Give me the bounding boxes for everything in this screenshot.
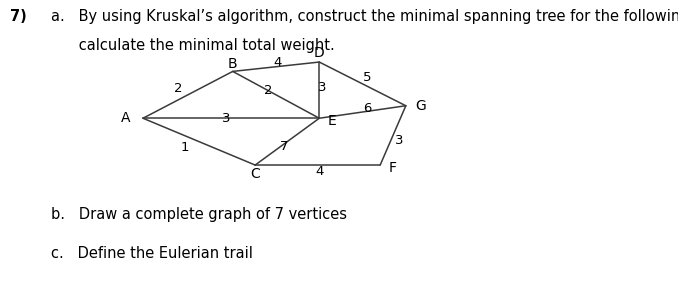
Text: A: A — [121, 111, 130, 125]
Text: b.   Draw a complete graph of 7 vertices: b. Draw a complete graph of 7 vertices — [51, 207, 347, 222]
Text: 2: 2 — [174, 82, 182, 95]
Text: 2: 2 — [264, 84, 273, 97]
Text: 7: 7 — [280, 140, 288, 153]
Text: C: C — [250, 167, 260, 181]
Text: B: B — [228, 57, 237, 71]
Text: 4: 4 — [273, 56, 282, 69]
Text: G: G — [415, 99, 426, 113]
Text: c.   Define the Eulerian trail: c. Define the Eulerian trail — [51, 246, 253, 261]
Text: 3: 3 — [318, 81, 327, 94]
Text: 4: 4 — [315, 165, 323, 178]
Text: E: E — [327, 114, 336, 128]
Text: 5: 5 — [363, 71, 372, 84]
Text: calculate the minimal total weight.: calculate the minimal total weight. — [51, 38, 335, 54]
Text: a.   By using Kruskal’s algorithm, construct the minimal spanning tree for the f: a. By using Kruskal’s algorithm, constru… — [51, 9, 678, 24]
Text: 3: 3 — [222, 112, 231, 125]
Text: 6: 6 — [363, 102, 372, 115]
Text: 3: 3 — [395, 133, 403, 147]
Text: 1: 1 — [180, 141, 189, 155]
Text: F: F — [389, 161, 397, 175]
Text: D: D — [314, 46, 325, 60]
Text: 7): 7) — [10, 9, 27, 24]
